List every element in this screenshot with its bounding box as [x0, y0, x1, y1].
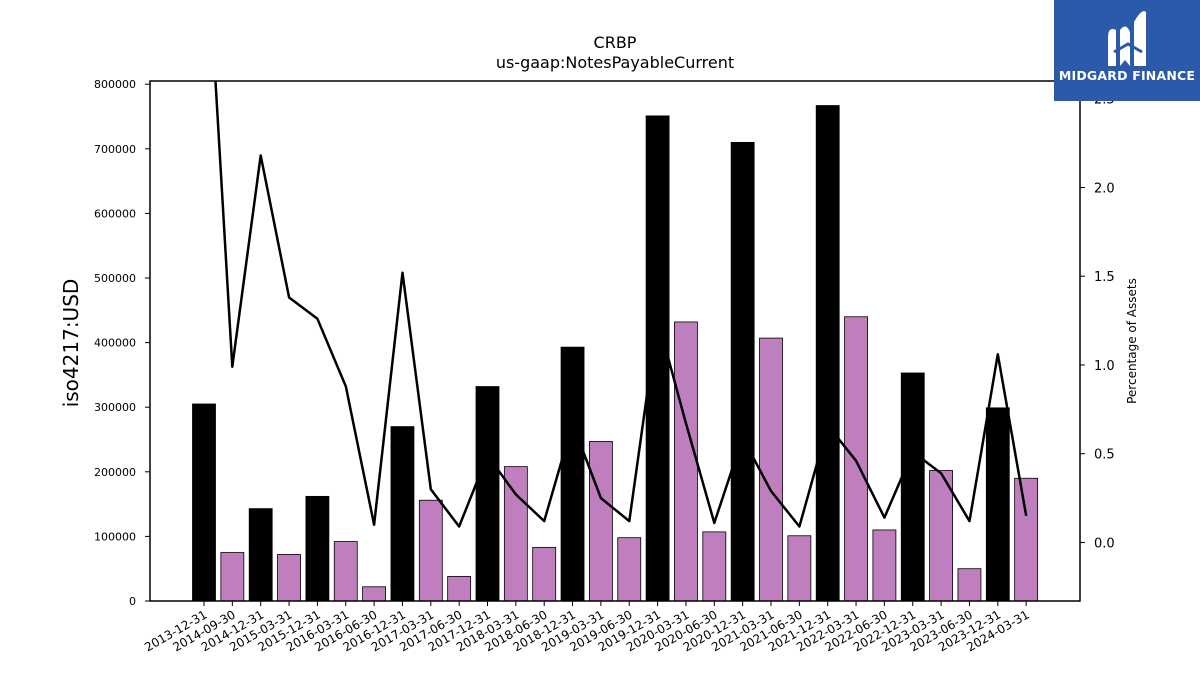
bar-2018-03-31: [503, 466, 528, 602]
bar-2014-12-31: [248, 508, 273, 602]
bar-2020-03-31: [674, 321, 698, 602]
bar-2016-12-31: [390, 426, 415, 602]
chart-subtitle: us-gaap:NotesPayableCurrent: [496, 53, 734, 72]
y-tick-label: 100000: [94, 530, 136, 543]
percentage-line: [214, 81, 1028, 528]
bar-2020-12-31: [730, 141, 755, 602]
y2-tick-label: 0.0: [1094, 536, 1115, 551]
bar-2017-03-31: [418, 499, 443, 602]
bar-2016-06-30: [362, 586, 387, 602]
bar-2023-12-31: [985, 407, 1010, 602]
bar-2013-12-31: [192, 403, 216, 602]
bar-2023-06-30: [957, 568, 982, 602]
y2-axis-ticks: 0.00.51.01.52.02.5: [1080, 93, 1115, 551]
x-axis-ticks: 2013-12-312014-09-302014-12-312015-03-31…: [142, 601, 1032, 654]
bar-series: [192, 105, 1039, 602]
bar-2016-03-31: [333, 541, 358, 602]
midgard-finance-logo: MIDGARD FINANCE: [1054, 0, 1200, 101]
bar-2015-12-31: [305, 495, 330, 602]
y2-tick-label: 2.0: [1094, 181, 1115, 196]
midgard-logo-icon: [1108, 11, 1146, 67]
bar-2019-03-31: [589, 441, 613, 602]
y-tick-label: 700000: [94, 143, 136, 156]
bar-2019-12-31: [645, 115, 670, 602]
plot-frame: [149, 80, 1081, 602]
y-tick-label: 600000: [94, 207, 136, 220]
y2-axis-label: Percentage of Assets: [1125, 278, 1139, 404]
y-tick-label: 400000: [94, 337, 136, 350]
chart-title: CRBP: [594, 33, 637, 52]
y-tick-label: 500000: [94, 272, 136, 285]
bar-2022-06-30: [872, 529, 897, 602]
y-axis-ticks: 0 100000 200000 300000 400000 500000 600000 700…: [94, 78, 150, 608]
bar-2020-06-30: [702, 531, 727, 602]
bar-2022-12-31: [900, 372, 925, 602]
y2-tick-label: 1.5: [1094, 270, 1115, 285]
brand-name: MIDGARD FINANCE: [1058, 68, 1196, 83]
bar-2017-12-31: [475, 386, 500, 602]
bar-2021-03-31: [759, 337, 783, 602]
y-tick-label: 800000: [94, 78, 136, 91]
y-tick-label: 0: [129, 595, 136, 608]
y-tick-label: 200000: [94, 466, 136, 479]
y-axis-label: iso4217:USD: [59, 279, 83, 408]
bar-2019-06-30: [617, 537, 642, 602]
bar-2017-06-30: [447, 576, 472, 602]
bar-2024-03-31: [1014, 477, 1039, 602]
bar-2021-06-30: [787, 535, 812, 602]
y-tick-label: 300000: [94, 401, 136, 414]
y2-tick-label: 1.0: [1094, 359, 1115, 374]
bar-2018-12-31: [560, 346, 585, 602]
bar-2018-06-30: [532, 546, 557, 602]
y2-tick-label: 0.5: [1094, 448, 1115, 463]
bar-2015-03-31: [277, 554, 301, 602]
bar-2021-12-31: [815, 105, 840, 602]
bar-2014-09-30: [220, 552, 245, 602]
bar-2023-03-31: [929, 470, 953, 602]
